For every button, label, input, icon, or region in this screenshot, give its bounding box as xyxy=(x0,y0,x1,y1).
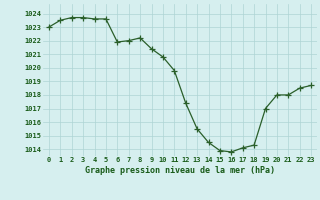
X-axis label: Graphe pression niveau de la mer (hPa): Graphe pression niveau de la mer (hPa) xyxy=(85,166,275,175)
